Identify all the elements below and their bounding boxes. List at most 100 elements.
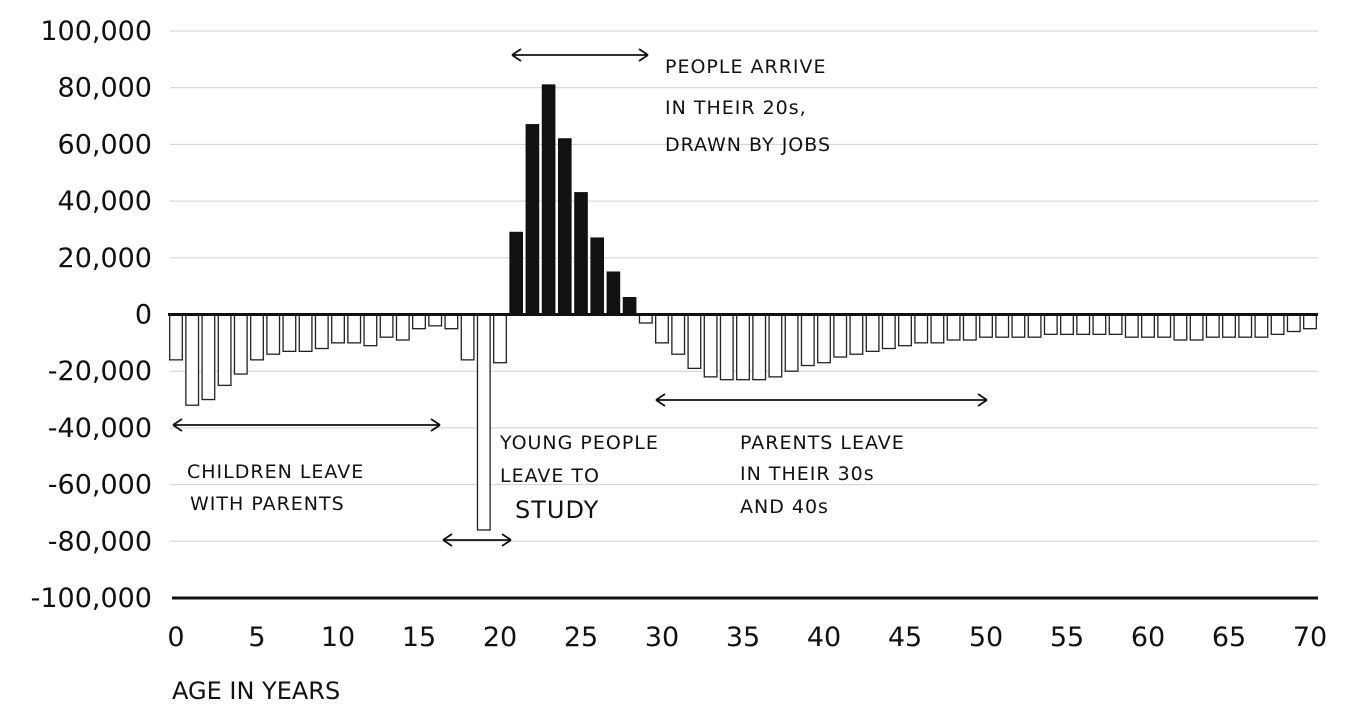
bar-age-26 xyxy=(590,237,605,315)
bar-age-53 xyxy=(1027,313,1042,338)
annotation-arrive: PEOPLE ARRIVE IN THEIR 20s, DRAWN BY JOB… xyxy=(511,48,831,156)
bar-age-41 xyxy=(833,313,848,358)
bar-age-4 xyxy=(233,313,248,375)
bar-age-1 xyxy=(185,313,200,406)
bar-age-0 xyxy=(169,313,183,361)
bar-age-60 xyxy=(1141,313,1155,338)
bar-age-18 xyxy=(460,313,475,361)
y-tick-label: -100,000 xyxy=(31,583,152,614)
annotation-parents-line-3: AND 40s xyxy=(740,496,829,518)
bar-age-64 xyxy=(1205,313,1220,338)
arrive-range-arrow xyxy=(511,48,649,62)
annotation-children-line-1: CHILDREN LEAVE xyxy=(187,461,364,483)
x-tick-label: 55 xyxy=(1050,622,1084,653)
annotation-arrive-line-3: DRAWN BY JOBS xyxy=(665,134,831,156)
bar-age-12 xyxy=(363,313,378,347)
bar-age-16 xyxy=(428,313,443,327)
bar-age-47 xyxy=(930,313,945,344)
bar-age-8 xyxy=(298,313,313,353)
bar-age-13 xyxy=(379,313,394,338)
bar-age-25 xyxy=(574,192,588,315)
bar-age-55 xyxy=(1060,313,1074,335)
annotation-parents-line-2: IN THEIR 30s xyxy=(740,463,875,485)
y-tick-label: 40,000 xyxy=(58,186,152,217)
bar-age-27 xyxy=(606,271,621,316)
x-tick-label: 65 xyxy=(1212,622,1246,653)
y-tick-label: 100,000 xyxy=(40,16,152,47)
bar-age-67 xyxy=(1254,313,1269,338)
x-tick-label: 60 xyxy=(1131,622,1165,653)
x-tick-label: 45 xyxy=(888,622,922,653)
x-tick-label: 5 xyxy=(248,622,265,653)
x-axis-title: AGE IN YEARS xyxy=(172,677,340,705)
bar-age-7 xyxy=(282,313,297,353)
bar-age-49 xyxy=(962,313,977,341)
bar-age-11 xyxy=(347,313,362,344)
x-tick-label: 20 xyxy=(483,622,517,653)
x-tick-label: 70 xyxy=(1293,622,1327,653)
y-tick-label: 60,000 xyxy=(58,129,152,160)
bar-age-62 xyxy=(1173,313,1188,341)
y-tick-label: -40,000 xyxy=(48,413,152,444)
bar-age-15 xyxy=(412,313,426,330)
bar-age-45 xyxy=(898,313,912,347)
bar-age-68 xyxy=(1270,313,1285,335)
y-tick-label: 0 xyxy=(135,300,152,331)
bar-age-44 xyxy=(881,313,896,350)
bar-age-22 xyxy=(525,124,540,316)
children-range-arrow xyxy=(172,418,441,432)
bar-age-21 xyxy=(509,231,524,315)
bar-age-57 xyxy=(1092,313,1107,335)
x-tick-label: 0 xyxy=(167,622,184,653)
bar-age-33 xyxy=(703,313,718,378)
y-tick-labels: 100,000 80,000 60,000 40,000 20,000 0 -20,000 -… xyxy=(31,16,152,614)
bar-age-58 xyxy=(1108,313,1123,335)
bar-age-50 xyxy=(979,313,993,338)
bar-age-59 xyxy=(1124,313,1139,338)
bar-age-52 xyxy=(1011,313,1026,338)
bar-age-17 xyxy=(444,313,459,330)
x-tick-label: 10 xyxy=(321,622,355,653)
y-tick-label: 80,000 xyxy=(58,73,152,104)
bar-age-3 xyxy=(217,313,232,387)
bar-age-28 xyxy=(622,296,637,315)
annotation-parents-line-1: PARENTS LEAVE xyxy=(740,432,905,454)
annotation-children-line-2: WITH PARENTS xyxy=(190,493,345,515)
bar-age-10 xyxy=(331,313,345,344)
bar-age-39 xyxy=(800,313,815,367)
bar-age-66 xyxy=(1238,313,1253,338)
annotation-parents: PARENTS LEAVE IN THEIR 30s AND 40s xyxy=(655,393,988,518)
annotation-study: YOUNG PEOPLE LEAVE TO STUDY xyxy=(442,432,659,547)
bar-age-34 xyxy=(719,313,734,381)
bar-age-2 xyxy=(201,313,216,401)
annotation-children: CHILDREN LEAVE WITH PARENTS xyxy=(172,418,441,515)
x-tick-label: 35 xyxy=(726,622,760,653)
bar-age-6 xyxy=(266,313,281,355)
bar-age-40 xyxy=(817,313,831,364)
x-tick-label: 50 xyxy=(969,622,1003,653)
bar-age-54 xyxy=(1043,313,1058,335)
annotation-arrive-line-2: IN THEIR 20s, xyxy=(665,97,807,119)
bar-age-42 xyxy=(849,313,864,355)
bar-age-70 xyxy=(1303,313,1317,330)
bar-age-32 xyxy=(687,313,702,370)
bar-age-51 xyxy=(995,313,1010,338)
bar-age-23 xyxy=(541,84,556,315)
x-tick-label: 40 xyxy=(807,622,841,653)
x-tick-labels: 0 5 10 15 20 25 30 35 40 45 50 55 60 65 70 xyxy=(167,622,1327,653)
bar-age-20 xyxy=(493,313,507,364)
bar-age-48 xyxy=(946,313,961,341)
annotation-study-line-1: YOUNG PEOPLE xyxy=(499,432,659,454)
bar-age-69 xyxy=(1286,313,1301,333)
bar-age-19 xyxy=(476,313,491,531)
annotation-study-line-3: STUDY xyxy=(515,496,599,524)
x-tick-label: 15 xyxy=(402,622,436,653)
bar-age-31 xyxy=(671,313,686,355)
x-tick-label: 25 xyxy=(564,622,598,653)
bar-age-43 xyxy=(865,313,880,353)
y-tick-label: -20,000 xyxy=(48,356,152,387)
bar-age-46 xyxy=(914,313,929,344)
parents-range-arrow xyxy=(655,393,988,407)
bar-age-61 xyxy=(1157,313,1172,338)
